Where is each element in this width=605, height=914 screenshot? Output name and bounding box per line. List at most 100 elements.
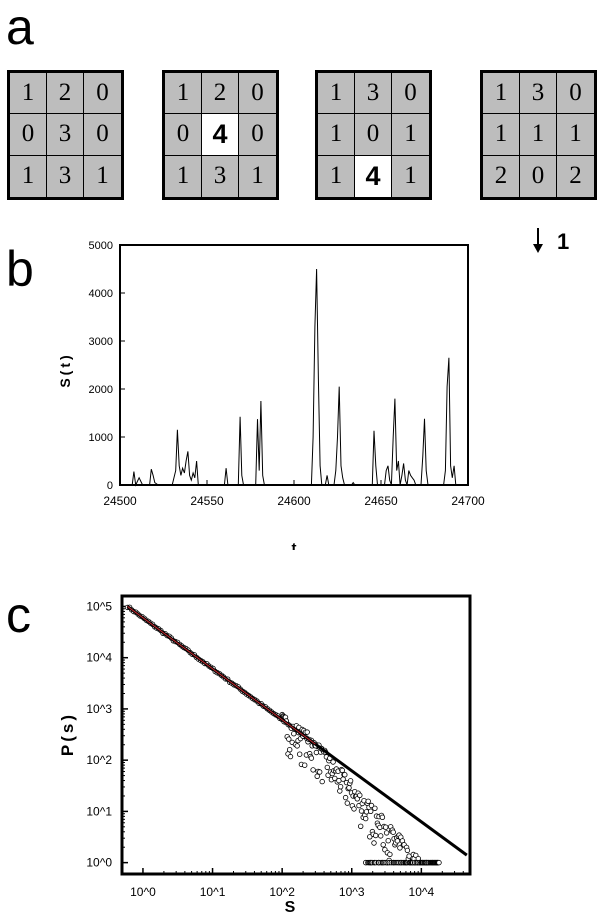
avalanche-size-timeseries-chart: 0 1000 2000 3000 4000 5000 24500 24550 24600 246…	[57, 240, 485, 550]
chart-c-point	[337, 783, 344, 790]
grid-1-cell-2: 2	[47, 73, 84, 115]
chart-c-point	[287, 746, 293, 753]
chart-c-point	[342, 794, 349, 801]
grid-4-cell-5: 1	[520, 114, 557, 156]
chart-b-y-tick-label: 0	[107, 480, 113, 492]
grid-3-cell-8: 4	[355, 155, 392, 197]
chart-c-point	[347, 778, 354, 784]
chart-b-x-label: t	[292, 540, 297, 550]
grid-4-cell-6: 1	[557, 114, 594, 156]
toppling-count: 1	[557, 229, 570, 254]
chart-c-point	[394, 838, 401, 844]
chart-c-point	[368, 802, 375, 809]
chart-c-x-tick-label: 10^1	[200, 885, 226, 899]
chart-c-y-tick-label: 10^2	[86, 753, 112, 767]
grid-1-cell-4: 0	[10, 114, 47, 156]
grid-2-cell-2: 2	[202, 73, 239, 115]
chart-b-y-tick-label: 3000	[89, 336, 113, 348]
chart-c-y-label: P(s)	[58, 712, 77, 756]
chart-c-point	[297, 751, 303, 757]
grid-3-cell-4: 1	[318, 114, 355, 156]
grid-3-cell-5: 0	[355, 114, 392, 156]
chart-c-point	[346, 785, 352, 791]
chart-c-point	[342, 771, 348, 778]
grid-2-cell-3: 0	[239, 73, 276, 115]
chart-c-point	[379, 814, 386, 820]
chart-c-y-tick-label: 10^1	[86, 804, 112, 818]
chart-b-y-tick-label: 2000	[89, 384, 113, 396]
chart-c-point	[344, 800, 350, 806]
chart-c-point	[387, 851, 393, 858]
chart-c-point	[294, 743, 300, 749]
grid-2-cell-5: 4	[202, 114, 239, 156]
chart-c-y-tick-label: 10^0	[86, 856, 112, 870]
chart-c-point	[397, 845, 403, 851]
chart-c-y-tick-label: 10^5	[86, 599, 112, 613]
grid-1-cell-1: 1	[10, 73, 47, 115]
chart-c-point	[365, 798, 371, 804]
chart-c-point	[378, 833, 384, 839]
chart-c-point	[302, 762, 308, 768]
chart-c-x-tick-label: 10^0	[130, 885, 156, 899]
grid-3-cell-2: 3	[355, 73, 392, 115]
grid-2-cell-1: 1	[165, 73, 202, 115]
chart-c-y-ticks: 10^0 10^1 10^2 10^3 10^4 10^5	[86, 599, 128, 870]
grid-2-cell-8: 3	[202, 155, 239, 197]
grid-2-cell-4: 0	[165, 114, 202, 156]
grid-4-cell-8: 0	[520, 155, 557, 197]
chart-c-point	[332, 775, 338, 782]
grid-1-cell-7: 1	[10, 155, 47, 197]
chart-c-y-tick-label: 10^3	[86, 702, 112, 716]
chart-c-point	[358, 808, 365, 814]
chart-c-x-label: S	[285, 899, 296, 914]
chart-c-point	[304, 729, 310, 735]
grid-4-cell-2: 3	[520, 73, 557, 115]
grid-1-cell-8: 3	[47, 155, 84, 197]
chart-c-point	[308, 755, 315, 761]
grid-3-cell-7: 1	[318, 155, 355, 197]
chart-c-x-tick-label: 10^4	[409, 885, 435, 899]
chart-c-point	[351, 806, 357, 812]
panel-label-b: b	[6, 241, 34, 297]
chart-c-point	[330, 759, 336, 765]
chart-c-x-tick-label: 10^2	[269, 885, 295, 899]
chart-b-x-tick-label: 24650	[364, 494, 398, 508]
chart-c-point	[404, 847, 411, 854]
chart-c-point	[383, 830, 390, 836]
chart-b-x-ticks: 24500 24550 24600 24650 24700	[103, 480, 485, 508]
chart-c-point	[380, 842, 386, 848]
grid-4-cell-4: 1	[483, 114, 520, 156]
chart-c-frame	[120, 594, 472, 876]
grid-4-cell-1: 1	[483, 73, 520, 115]
chart-b-x-tick-label: 24600	[277, 494, 311, 508]
chart-c-point	[383, 824, 389, 830]
grid-1-cell-9: 1	[96, 162, 109, 190]
chart-c-point	[324, 764, 330, 771]
grid-3-cell-9: 1	[404, 162, 417, 190]
grid-1-cell-5: 3	[47, 114, 84, 156]
grid-1-cell-3: 0	[84, 73, 121, 115]
size-distribution-loglog-chart: 10^010^110^210^310^410^5 10^0 10^1 10^2 10^…	[58, 594, 472, 914]
chart-b-x-tick-label: 24500	[103, 494, 137, 508]
chart-b-series-line	[120, 268, 468, 487]
chart-b-x-tick-label: 24550	[190, 494, 224, 508]
grid-3-cell-6: 1	[392, 114, 429, 156]
panel-label-a: a	[6, 0, 34, 55]
grid-3-cell-1: 1	[318, 73, 355, 115]
chart-c-point	[436, 859, 442, 866]
chart-c-point	[371, 840, 377, 846]
chart-c-point	[337, 788, 343, 794]
grid-4-cell-7: 2	[483, 155, 520, 197]
grid-2-cell-6: 0	[239, 114, 276, 156]
chart-c-point	[358, 823, 364, 829]
grid-2-cell-7: 1	[165, 155, 202, 197]
chart-c-scatter-points	[124, 604, 442, 866]
chart-c-point	[385, 837, 391, 844]
grid-1-cell-6: 0	[84, 114, 121, 156]
chart-c-point	[291, 730, 297, 737]
grid-4-cell-9: 2	[569, 162, 582, 190]
